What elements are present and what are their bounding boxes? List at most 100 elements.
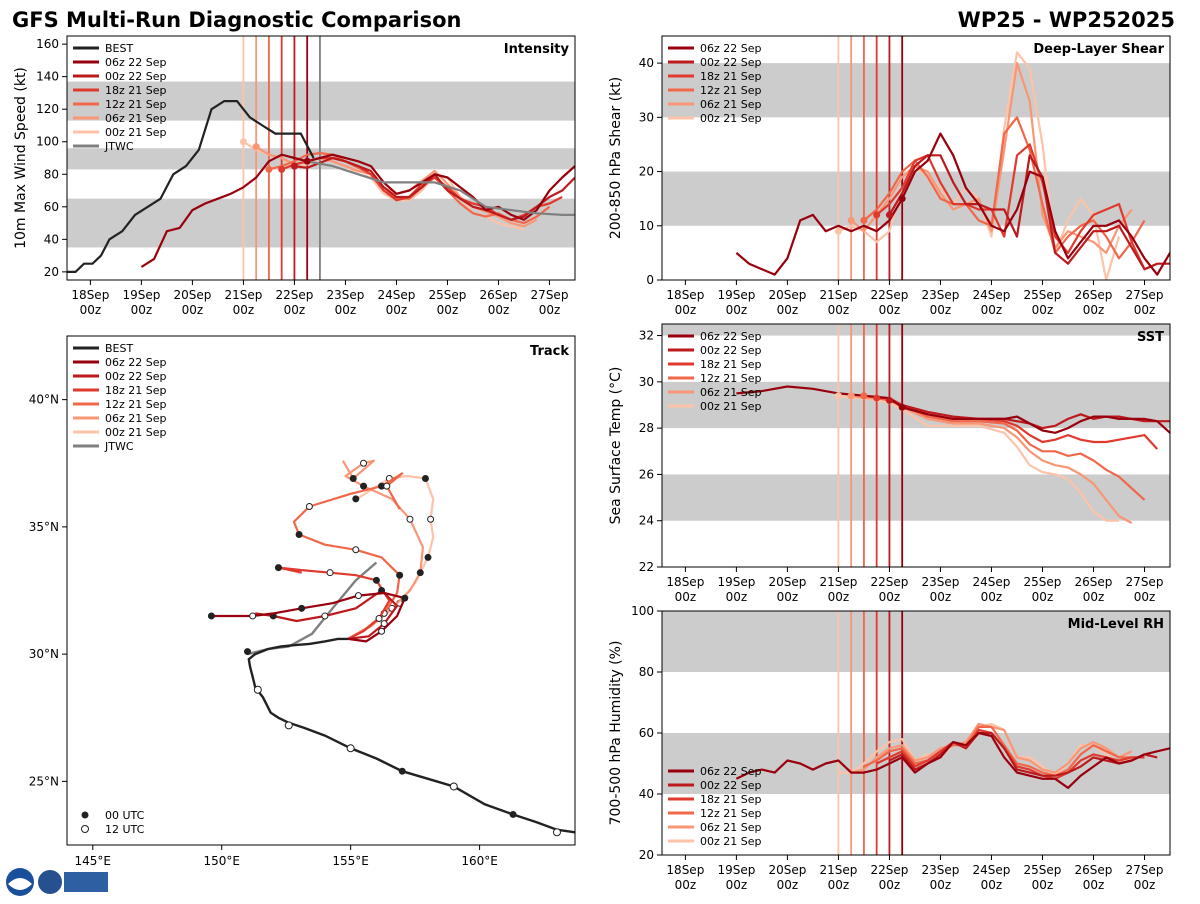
- shade-band: [662, 474, 1170, 521]
- best-marker-12utc: [253, 685, 262, 694]
- intensity-panel: 2040608010012014016018Sep00z19Sep00z20Se…: [13, 35, 576, 317]
- legend-label: 00z 22 Sep: [700, 344, 762, 357]
- legend-label: 00z 21 Sep: [700, 112, 762, 125]
- init-marker: [834, 392, 842, 400]
- figure-title: GFS Multi-Run Diagnostic Comparison: [12, 8, 461, 32]
- run-track: [292, 472, 404, 640]
- track-panel: 145°E 150°E 155°E 160°E 25°N 30°N 35°N 40°N Trac…: [29, 335, 576, 868]
- lat-tick-label: 35°N: [29, 520, 59, 534]
- x-tick-hour: 00z: [777, 878, 799, 892]
- best-marker-12utc: [449, 782, 458, 791]
- panel-title: Deep-Layer Shear: [1033, 42, 1164, 57]
- marker-12utc: [326, 569, 334, 577]
- panel-title: Intensity: [504, 42, 570, 57]
- x-tick-hour: 00z: [879, 878, 901, 892]
- x-tick-day: 23Sep: [921, 288, 959, 302]
- x-tick-hour: 00z: [930, 878, 952, 892]
- x-tick-hour: 00z: [675, 590, 697, 604]
- x-tick-hour: 00z: [981, 878, 1003, 892]
- best-track: [247, 637, 575, 834]
- init-marker: [834, 227, 842, 235]
- x-tick-day: 23Sep: [326, 288, 364, 302]
- init-marker: [885, 396, 893, 404]
- y-tick-label: 30: [639, 110, 654, 124]
- best-marker-00utc: [509, 810, 517, 818]
- init-marker: [885, 211, 893, 219]
- storm-id: WP25 - WP252025: [958, 8, 1175, 32]
- legend-label: 06z 21 Sep: [700, 98, 762, 111]
- run-track: [277, 566, 391, 640]
- marker-00utc: [421, 475, 429, 483]
- x-tick-day: 21Sep: [819, 863, 857, 877]
- y-tick-label: 80: [44, 167, 59, 181]
- x-tick-hour: 00z: [777, 590, 799, 604]
- marker-12utc: [321, 612, 329, 620]
- legend-label: 06z 22 Sep: [700, 42, 762, 55]
- axes-frame: [66, 335, 576, 846]
- x-tick-hour: 00z: [879, 303, 901, 317]
- series-line: [888, 154, 1170, 271]
- x-tick-day: 20Sep: [768, 288, 806, 302]
- legend-label: 00z 22 Sep: [105, 70, 167, 83]
- y-tick-label: 40: [639, 56, 654, 70]
- init-marker: [847, 392, 855, 400]
- x-tick-day: 22Sep: [870, 575, 908, 589]
- x-tick-hour: 00z: [182, 303, 204, 317]
- plot-area: [662, 36, 1170, 280]
- x-tick-hour: 00z: [726, 303, 748, 317]
- x-tick-day: 19Sep: [717, 575, 755, 589]
- legend-label: 00 UTC: [105, 809, 145, 822]
- marker-00utc: [352, 495, 360, 503]
- x-tick-day: 18Sep: [666, 288, 704, 302]
- legend-label: 06z 22 Sep: [105, 356, 167, 369]
- x-tick-day: 21Sep: [819, 288, 857, 302]
- x-tick-hour: 00z: [437, 303, 459, 317]
- cira-logo: [6, 868, 108, 896]
- series-line: [850, 61, 1133, 254]
- x-tick-hour: 00z: [539, 303, 561, 317]
- x-tick-day: 18Sep: [71, 288, 109, 302]
- lat-tick-label: 25°N: [29, 774, 59, 788]
- legend-label: 06z 22 Sep: [700, 765, 762, 778]
- x-tick-day: 25Sep: [1024, 288, 1062, 302]
- init-marker: [265, 165, 273, 173]
- legend-label: 12z 21 Sep: [700, 84, 762, 97]
- marker-00utc: [207, 612, 215, 620]
- x-tick-day: 22Sep: [275, 288, 313, 302]
- x-tick-hour: 00z: [335, 303, 357, 317]
- legend-label: 00z 21 Sep: [700, 835, 762, 848]
- marker-00utc: [424, 553, 432, 561]
- init-marker: [847, 216, 855, 224]
- x-tick-hour: 00z: [726, 878, 748, 892]
- best-marker-12utc: [552, 828, 561, 837]
- x-tick-day: 24Sep: [378, 288, 416, 302]
- y-tick-label: 20: [639, 848, 654, 862]
- lon-tick-label: 155°E: [332, 854, 369, 868]
- x-tick-hour: 00z: [777, 303, 799, 317]
- y-axis-label: 700-500 hPa Humidity (%): [608, 641, 624, 826]
- y-tick-label: 32: [639, 329, 654, 343]
- legend-label: 12z 21 Sep: [105, 98, 167, 111]
- legend-label: 12 UTC: [105, 823, 145, 836]
- x-tick-day: 20Sep: [768, 863, 806, 877]
- axes-frame: [66, 35, 576, 281]
- marker-12utc: [406, 515, 414, 523]
- y-tick-label: 140: [36, 70, 59, 84]
- marker-00utc: [416, 569, 424, 577]
- x-tick-day: 25Sep: [1024, 863, 1062, 877]
- x-tick-hour: 00z: [726, 590, 748, 604]
- legend-label: 06z 21 Sep: [700, 386, 762, 399]
- y-tick-label: 160: [36, 37, 59, 51]
- marker-12utc: [375, 614, 383, 622]
- cira-wordmark-icon: [64, 872, 108, 892]
- x-tick-hour: 00z: [233, 303, 255, 317]
- shade-band: [662, 171, 1170, 226]
- init-marker: [239, 138, 247, 146]
- x-tick-day: 24Sep: [973, 288, 1011, 302]
- plot-area: [67, 36, 575, 280]
- y-tick-label: 24: [639, 514, 654, 528]
- y-tick-label: 28: [639, 421, 654, 435]
- x-tick-day: 18Sep: [666, 575, 704, 589]
- y-tick-label: 20: [639, 165, 654, 179]
